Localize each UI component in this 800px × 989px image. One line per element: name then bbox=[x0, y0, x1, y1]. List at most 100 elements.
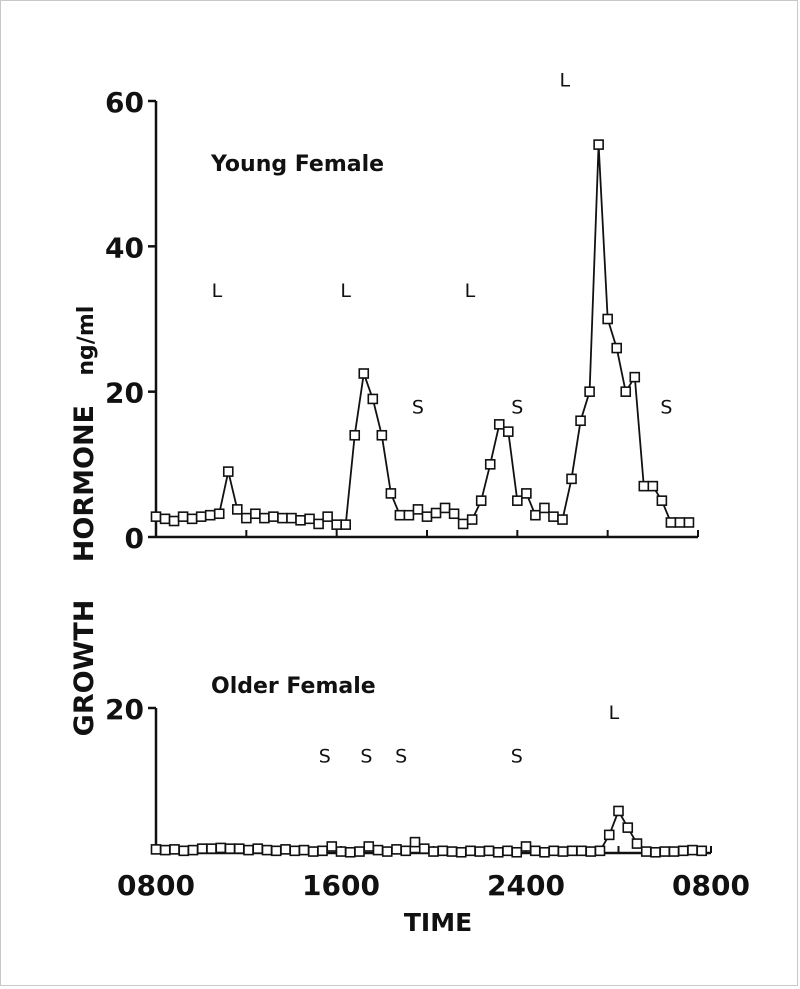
older-data-point bbox=[622, 822, 634, 833]
older-data-point bbox=[529, 845, 541, 857]
older-data-point bbox=[280, 844, 291, 855]
young-annotation-L: L bbox=[340, 280, 351, 302]
older-data-point bbox=[150, 844, 162, 855]
older-annotation-S: S bbox=[319, 745, 331, 767]
older-data-point bbox=[650, 846, 661, 858]
older-data-point bbox=[354, 846, 365, 857]
young-data-point bbox=[268, 511, 279, 522]
young-data-point bbox=[656, 495, 668, 506]
young-annotation-S: S bbox=[660, 396, 672, 418]
young-data-point bbox=[159, 513, 171, 525]
young-data-point bbox=[457, 518, 469, 530]
older-data-point bbox=[640, 846, 652, 857]
older-data-point bbox=[437, 845, 449, 857]
x-axis-label: TIME bbox=[404, 908, 472, 937]
older-data-point bbox=[548, 845, 560, 857]
young-data-point bbox=[286, 512, 297, 524]
young-data-point bbox=[186, 513, 198, 525]
older-data-point bbox=[335, 846, 347, 857]
older-data-point bbox=[603, 829, 615, 841]
older-x-tick-label: 0800 bbox=[117, 869, 195, 902]
young-data-point bbox=[150, 511, 162, 522]
older-data-point bbox=[585, 846, 597, 857]
older-annotation-L: L bbox=[609, 702, 620, 724]
older-annotation-S: S bbox=[395, 745, 407, 767]
young-data-point bbox=[493, 419, 505, 430]
older-data-point bbox=[687, 844, 698, 856]
older-data-point bbox=[289, 845, 301, 857]
young-data-point bbox=[593, 139, 604, 150]
young-data-point bbox=[521, 488, 532, 499]
older-data-point bbox=[326, 841, 338, 852]
older-data-point bbox=[169, 844, 180, 855]
older-data-point bbox=[372, 844, 384, 856]
older-data-point bbox=[270, 845, 282, 857]
older-data-point bbox=[511, 846, 523, 858]
young-data-point bbox=[204, 509, 216, 521]
older-data-point bbox=[317, 845, 328, 857]
older-data-point bbox=[557, 846, 569, 857]
older-x-tick-label: 1600 bbox=[302, 869, 380, 902]
young-data-point bbox=[385, 488, 397, 499]
young-data-point bbox=[213, 508, 225, 520]
older-data-point bbox=[668, 846, 680, 857]
young-data-point bbox=[322, 511, 333, 522]
young-data-point bbox=[602, 313, 613, 325]
young-data-point bbox=[250, 508, 261, 520]
young-data-point bbox=[466, 514, 478, 525]
young-data-point bbox=[349, 429, 361, 441]
older-data-point bbox=[566, 845, 578, 857]
young-data-point bbox=[611, 342, 623, 354]
panel-title-older: Older Female bbox=[211, 674, 376, 699]
young-data-point bbox=[620, 386, 632, 397]
young-data-point bbox=[403, 509, 415, 521]
older-data-point bbox=[631, 838, 643, 849]
older-data-point bbox=[576, 845, 587, 857]
older-data-point bbox=[539, 846, 550, 858]
older-data-point bbox=[196, 843, 208, 854]
young-data-point bbox=[195, 511, 207, 522]
older-data-point bbox=[159, 844, 171, 856]
older-data-point bbox=[224, 843, 236, 854]
older-data-point bbox=[307, 846, 319, 857]
older-data-point bbox=[455, 846, 467, 858]
young-data-point bbox=[358, 368, 370, 379]
y-axis-label-part-3: ng/ml bbox=[74, 306, 99, 376]
young-data-point bbox=[313, 518, 324, 530]
young-data-point bbox=[557, 514, 568, 525]
older-data-point bbox=[243, 844, 254, 856]
young-annotation-S: S bbox=[412, 396, 424, 418]
older-data-point bbox=[696, 845, 708, 857]
young-data-point bbox=[638, 480, 650, 492]
older-data-point bbox=[400, 845, 412, 857]
older-data-point bbox=[492, 846, 504, 858]
young-annotation-L: L bbox=[465, 280, 476, 302]
y-axis-label-part-2: HORMONE bbox=[69, 405, 100, 562]
young-data-point bbox=[484, 459, 496, 470]
older-data-point bbox=[520, 841, 532, 852]
older-data-point bbox=[677, 845, 689, 857]
older-data-point bbox=[215, 842, 227, 854]
older-annotation-S: S bbox=[360, 745, 372, 767]
young-y-tick-label: 40 bbox=[105, 231, 144, 264]
young-data-point bbox=[412, 504, 424, 515]
y-axis-label: GROWTH HORMONE ng/ml bbox=[69, 306, 100, 737]
young-data-point bbox=[168, 515, 180, 527]
young-data-point bbox=[512, 495, 523, 506]
young-y-tick-label: 20 bbox=[105, 377, 144, 410]
young-data-point bbox=[277, 512, 288, 524]
young-data-point bbox=[629, 371, 641, 383]
older-data-point bbox=[613, 805, 624, 817]
young-data-point bbox=[376, 429, 388, 441]
young-data-point bbox=[340, 519, 352, 530]
young-data-point bbox=[475, 495, 487, 506]
older-annotation-S: S bbox=[511, 745, 523, 767]
panel-older-female: 20 0800 1600 2400 0800 S S S S L bbox=[105, 693, 750, 902]
young-annotation-L: L bbox=[559, 69, 570, 91]
older-data-point bbox=[428, 846, 439, 857]
older-data-point bbox=[502, 845, 513, 857]
young-data-point bbox=[421, 511, 433, 522]
young-data-point bbox=[539, 502, 550, 514]
older-data-point bbox=[178, 845, 190, 857]
